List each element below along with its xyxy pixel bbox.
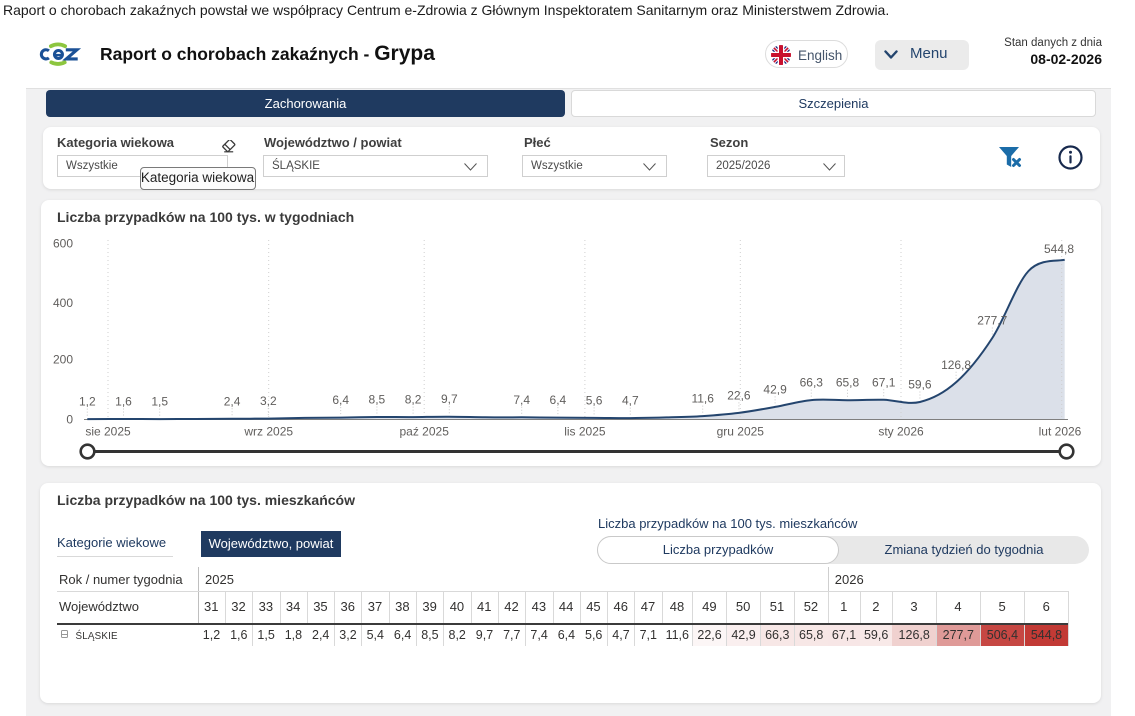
svg-text:544,8: 544,8 <box>1044 242 1074 256</box>
svg-text:sie 2025: sie 2025 <box>85 425 131 439</box>
svg-text:67,1: 67,1 <box>872 375 896 389</box>
svg-text:42,9: 42,9 <box>763 382 787 396</box>
svg-text:2,4: 2,4 <box>224 394 241 408</box>
svg-text:277,7: 277,7 <box>977 314 1007 328</box>
svg-text:6,4: 6,4 <box>332 393 349 407</box>
svg-text:600: 600 <box>53 237 73 251</box>
svg-text:lut 2026: lut 2026 <box>1039 425 1082 439</box>
svg-text:65,8: 65,8 <box>836 376 860 390</box>
svg-text:1,6: 1,6 <box>115 395 132 409</box>
svg-text:8,5: 8,5 <box>369 393 386 407</box>
svg-text:22,6: 22,6 <box>727 388 751 402</box>
svg-text:3,2: 3,2 <box>260 394 277 408</box>
svg-text:wrz 2025: wrz 2025 <box>243 425 293 439</box>
svg-text:5,6: 5,6 <box>586 393 603 407</box>
svg-text:6,4: 6,4 <box>550 393 567 407</box>
svg-text:4,7: 4,7 <box>622 394 639 408</box>
svg-text:59,6: 59,6 <box>908 378 932 392</box>
svg-text:sty 2026: sty 2026 <box>878 425 924 439</box>
svg-text:gru 2025: gru 2025 <box>717 425 765 439</box>
svg-text:0: 0 <box>66 413 73 427</box>
svg-text:9,7: 9,7 <box>441 392 458 406</box>
svg-text:7,4: 7,4 <box>513 393 530 407</box>
svg-text:400: 400 <box>53 296 73 310</box>
svg-text:126,8: 126,8 <box>941 358 971 372</box>
svg-text:lis 2025: lis 2025 <box>564 425 606 439</box>
svg-text:11,6: 11,6 <box>691 392 714 406</box>
svg-text:66,3: 66,3 <box>800 376 824 390</box>
svg-text:200: 200 <box>53 352 73 366</box>
svg-text:1,5: 1,5 <box>151 395 168 409</box>
svg-text:1,2: 1,2 <box>79 395 96 409</box>
svg-text:paź 2025: paź 2025 <box>400 425 450 439</box>
svg-text:8,2: 8,2 <box>405 393 422 407</box>
